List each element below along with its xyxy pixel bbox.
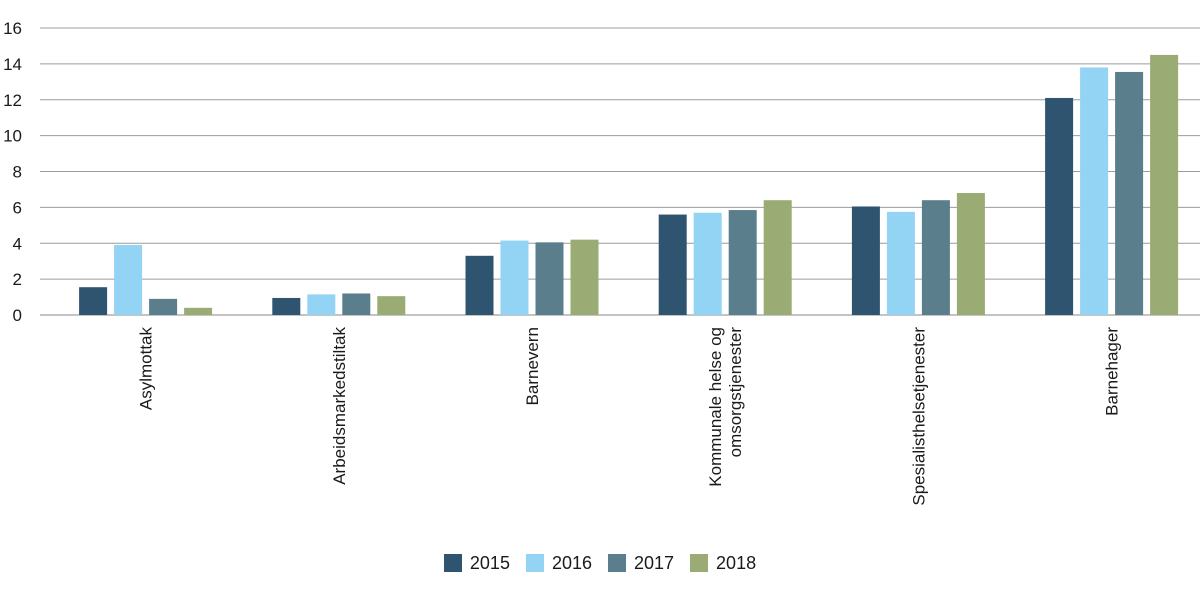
y-tick-label: 16 bbox=[3, 19, 22, 38]
legend-swatch bbox=[690, 554, 709, 572]
category-label: Barnehager bbox=[1103, 327, 1122, 416]
bar-2015 bbox=[1045, 97, 1074, 315]
bar-2018 bbox=[184, 307, 213, 315]
y-tick-label: 14 bbox=[3, 55, 22, 74]
legend-item: 2018 bbox=[690, 553, 756, 574]
y-tick-label: 2 bbox=[13, 270, 22, 289]
category-label: Asylmottak bbox=[137, 327, 156, 411]
bar-2015 bbox=[851, 206, 880, 315]
bars bbox=[79, 54, 1179, 316]
bar-2015 bbox=[658, 214, 687, 315]
category-label-line: Spesialisthelsetjenester bbox=[909, 327, 928, 506]
legend: 2015 2016 2017 2018 bbox=[0, 550, 1200, 576]
bar-2018 bbox=[1150, 54, 1179, 315]
category-label-line: Arbeidsmarkedstiltak bbox=[330, 327, 349, 485]
legend-swatch bbox=[608, 554, 626, 572]
category-label-line: Kommunale helse og bbox=[706, 327, 725, 487]
category-label-line: Asylmottak bbox=[137, 327, 156, 411]
legend-label: 2017 bbox=[634, 552, 675, 573]
y-tick-label: 6 bbox=[13, 198, 22, 217]
bar-chart: 0 2 4 6 8 10 12 14 16 Asylmottak Arbeidsmarkedsti… bbox=[3, 19, 1200, 506]
y-tick-label: 4 bbox=[13, 234, 22, 253]
y-tick-label: 8 bbox=[13, 163, 22, 182]
legend-item: 2017 bbox=[608, 553, 674, 574]
category-label-line: Barnehager bbox=[1103, 327, 1122, 416]
y-tick-label: 10 bbox=[3, 127, 22, 146]
legend-item: 2016 bbox=[525, 552, 592, 574]
category-label-line: Barnevern bbox=[523, 327, 542, 405]
bar-2016 bbox=[886, 211, 915, 315]
bar-2017 bbox=[1115, 71, 1144, 316]
bar-2017 bbox=[728, 210, 757, 315]
legend-item: 2015 bbox=[443, 552, 510, 574]
category-label: Barnevern bbox=[523, 327, 542, 405]
category-label: Spesialisthelsetjenester bbox=[909, 327, 928, 506]
x-axis-labels: Asylmottak Arbeidsmarkedstiltak Barnevern K… bbox=[137, 327, 1122, 506]
category-label: Kommunale helse og omsorgstjenester bbox=[706, 327, 745, 487]
bar-2016 bbox=[693, 212, 722, 315]
legend-swatch bbox=[443, 554, 462, 572]
bar-2015 bbox=[79, 287, 108, 315]
bar-2016 bbox=[1080, 67, 1109, 316]
legend-label: 2015 bbox=[469, 552, 510, 573]
category-label: Arbeidsmarkedstiltak bbox=[330, 327, 349, 485]
y-axis-ticks: 0 2 4 6 8 10 12 14 16 bbox=[3, 19, 22, 325]
bar-2016 bbox=[114, 245, 143, 315]
bar-2018 bbox=[570, 239, 599, 315]
bar-2015 bbox=[465, 255, 494, 315]
legend-label: 2018 bbox=[716, 552, 757, 573]
bar-2017 bbox=[921, 200, 950, 315]
bar-2017 bbox=[535, 242, 564, 315]
legend-swatch bbox=[525, 554, 544, 572]
bar-2018 bbox=[377, 296, 406, 315]
bar-2015 bbox=[272, 297, 301, 315]
bar-2017 bbox=[342, 293, 371, 315]
category-label-line: omsorgstjenester bbox=[726, 327, 745, 458]
y-tick-label: 12 bbox=[3, 91, 22, 110]
bar-2017 bbox=[149, 298, 178, 315]
bar-2016 bbox=[500, 240, 529, 315]
y-tick-label: 0 bbox=[13, 306, 22, 325]
gridlines bbox=[40, 27, 1200, 316]
bar-2018 bbox=[763, 200, 792, 315]
legend-label: 2016 bbox=[551, 552, 592, 573]
bar-2016 bbox=[307, 294, 336, 315]
bar-2018 bbox=[956, 193, 985, 315]
